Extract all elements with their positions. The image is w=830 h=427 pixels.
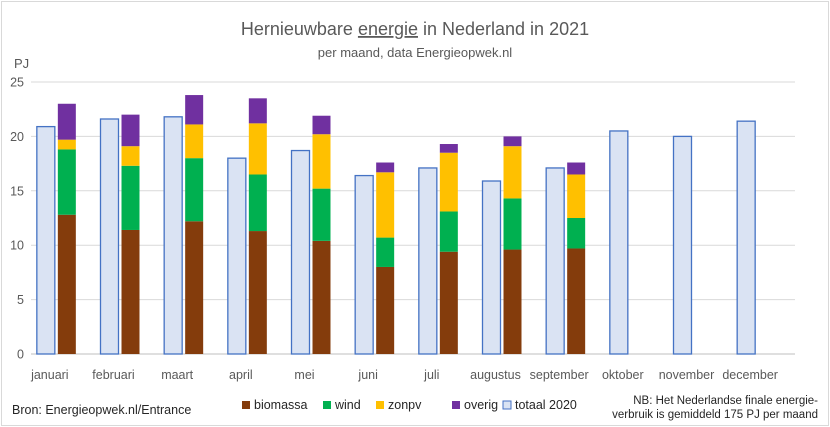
bar-overig [121,114,140,147]
bar-totaal-2020 [481,180,502,355]
bar-overig [376,162,395,173]
bar-biomassa [312,240,331,354]
y-tick-label: 15 [10,184,24,198]
bar-biomassa [57,214,76,354]
gridlines [31,81,795,355]
bar-totaal-2020 [99,118,120,355]
chart-title-part-1: Hernieuwbare [241,19,358,39]
legend: biomassa wind zonpv overig totaal 2020 [242,398,577,412]
legend-label: biomassa [254,398,308,412]
y-tick-label: 25 [10,76,24,90]
chart-title-part-2: energie [358,19,418,39]
bar-wind [567,218,586,249]
legend-swatch-overig [452,401,460,409]
legend-label: totaal 2020 [515,398,577,412]
bar-biomassa [503,249,522,354]
bar-overig [248,98,267,124]
bar-totaal-2020 [227,157,247,355]
bar-biomassa [439,251,458,354]
bar-wind [57,149,76,215]
x-tick-label: mei [294,368,314,382]
chart-title: Hernieuwbare energie in Nederland in 202… [241,19,589,39]
bar-overig [439,144,458,153]
x-tick-label: januari [30,368,69,382]
bar-totaal-2020 [418,167,438,355]
bar-biomassa [376,266,395,354]
x-tick-label: november [659,368,715,382]
chart-subtitle: per maand, data Energieopwek.nl [318,45,513,60]
bar-zonpv [567,174,586,218]
bars [36,95,756,355]
legend-swatch-zonpv [376,401,384,409]
x-tick-label: oktober [602,368,644,382]
bar-zonpv [121,146,140,166]
chart-title-part-3: in Nederland in 2021 [418,19,589,39]
bar-totaal-2020 [609,130,629,355]
bar-zonpv [248,123,267,175]
bar-totaal-2020 [672,135,693,355]
footnote-line-1: NB: Het Nederlandse finale energie- [633,395,818,407]
y-tick-labels: 0 5 10 15 20 25 [10,76,24,362]
bar-wind [439,211,458,252]
bar-zonpv [439,152,458,212]
bar-totaal-2020 [36,125,56,355]
bar-zonpv [312,134,331,189]
x-tick-label: maart [161,368,193,382]
x-tick-label: juli [423,368,439,382]
bar-wind [248,174,267,232]
y-tick-label: 20 [10,130,24,144]
bar-totaal-2020 [163,116,183,355]
bar-biomassa [248,231,267,354]
y-axis-label: PJ [14,56,29,71]
bar-wind [185,158,204,222]
bar-zonpv [376,172,395,238]
bar-biomassa [121,229,140,354]
bar-zonpv [503,146,522,199]
bar-totaal-2020 [545,167,565,355]
bar-wind [376,237,395,267]
legend-swatch-totaal-2020 [502,400,512,410]
bar-overig [567,162,586,175]
legend-swatch-wind [323,401,331,409]
footnote-line-2: verbruik is gemiddeld 175 PJ per maand [612,409,818,421]
x-tick-label: september [530,368,589,382]
bar-overig [312,115,331,135]
y-tick-label: 0 [17,348,24,362]
bar-biomassa [185,221,204,354]
bar-overig [185,95,204,125]
bar-zonpv [185,124,204,159]
x-tick-label: juni [357,368,377,382]
x-tick-label: december [722,368,778,382]
x-tick-label: augustus [470,368,521,382]
bar-overig [57,103,76,140]
bar-overig [503,136,522,147]
bar-totaal-2020 [736,120,756,355]
bar-wind [312,188,331,241]
bar-biomassa [567,248,586,354]
legend-label: zonpv [388,398,422,412]
y-tick-label: 10 [10,239,24,253]
legend-label: overig [464,398,498,412]
x-tick-labels: januari februari maart april mei juni juli augu… [30,368,778,382]
bar-wind [121,165,140,230]
source-note: Bron: Energieopwek.nl/Entrance [12,403,191,417]
bar-totaal-2020 [354,174,374,355]
x-tick-label: april [229,368,253,382]
bar-wind [503,198,522,250]
x-tick-label: februari [92,368,134,382]
legend-swatch-biomassa [242,401,250,409]
bar-zonpv [57,139,76,150]
y-tick-label: 5 [17,293,24,307]
bar-totaal-2020 [290,149,311,355]
legend-label: wind [334,398,361,412]
